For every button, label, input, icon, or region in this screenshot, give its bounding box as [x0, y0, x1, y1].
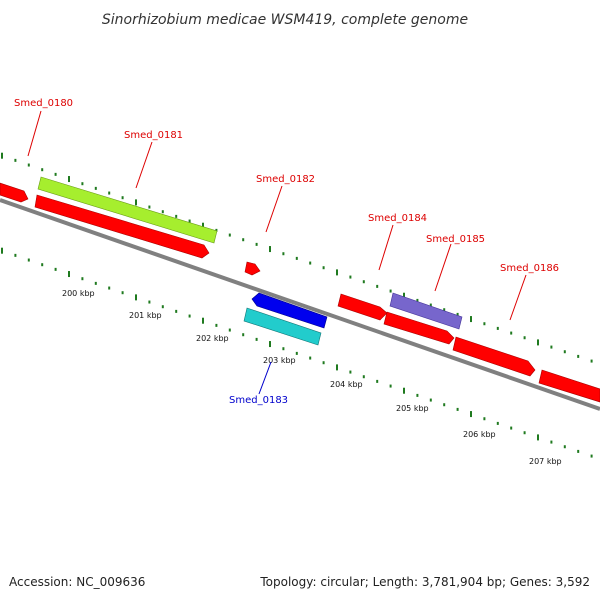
callout-line — [258, 361, 272, 395]
gene-label-smed-0183[interactable]: Smed_0183 — [229, 395, 288, 406]
scale-labels: 200 kbp 201 kbp 202 kbp 203 kbp 204 kbp … — [62, 289, 562, 466]
scale-label: 203 kbp — [263, 356, 296, 365]
callout-line — [509, 274, 527, 321]
scale-label: 202 kbp — [196, 334, 229, 343]
callout-line — [434, 243, 452, 292]
gene-label-smed-0184[interactable]: Smed_0184 — [368, 213, 427, 224]
gene-arrow-smed-0186[interactable] — [452, 336, 536, 377]
genome-summary-text: Topology: circular; Length: 3,781,904 bp… — [259, 575, 590, 589]
scale-label: 205 kbp — [396, 404, 429, 413]
genome-backbone — [0, 198, 600, 411]
gene-arrow-smed-0180[interactable] — [0, 182, 29, 203]
gene-label-smed-0182[interactable]: Smed_0182 — [256, 174, 315, 185]
gene-arrow-smed-0183[interactable] — [251, 292, 328, 329]
feature-arrow-cds-smed-0183[interactable] — [243, 307, 322, 346]
callout-line — [135, 141, 153, 189]
callout-line — [27, 110, 42, 157]
gene-label-smed-0186[interactable]: Smed_0186 — [500, 263, 559, 274]
scale-label: 207 kbp — [529, 457, 562, 466]
gene-labels: Smed_0180 Smed_0181 Smed_0182 Smed_0183 … — [14, 98, 559, 406]
gene-label-smed-0181[interactable]: Smed_0181 — [124, 130, 183, 141]
gene-arrow-smed-0184[interactable] — [337, 293, 388, 321]
scale-label: 206 kbp — [463, 430, 496, 439]
gene-arrow-smed-0187[interactable] — [538, 369, 600, 403]
scale-label: 200 kbp — [62, 289, 95, 298]
gene-arrow-smed-0181[interactable] — [34, 194, 210, 259]
gene-arrows — [0, 176, 600, 403]
gene-arrow-smed-0182[interactable] — [244, 261, 261, 276]
accession-text: Accession: NC_009636 — [9, 575, 145, 589]
scale-label: 201 kbp — [129, 311, 162, 320]
scale-label: 204 kbp — [330, 380, 363, 389]
gene-label-smed-0185[interactable]: Smed_0185 — [426, 234, 485, 245]
feature-arrow-cds-smed-0185[interactable] — [389, 292, 463, 330]
callout-line — [265, 185, 283, 233]
map-title: Sinorhizobium medicae WSM419, complete g… — [102, 12, 468, 28]
gene-arrow-smed-0185[interactable] — [383, 311, 455, 345]
callout-line — [378, 224, 394, 271]
tick-rows — [1, 152, 593, 458]
gene-callouts — [27, 110, 527, 395]
gene-label-smed-0180[interactable]: Smed_0180 — [14, 98, 73, 109]
feature-arrow-cds-smed-0181[interactable] — [37, 176, 218, 244]
